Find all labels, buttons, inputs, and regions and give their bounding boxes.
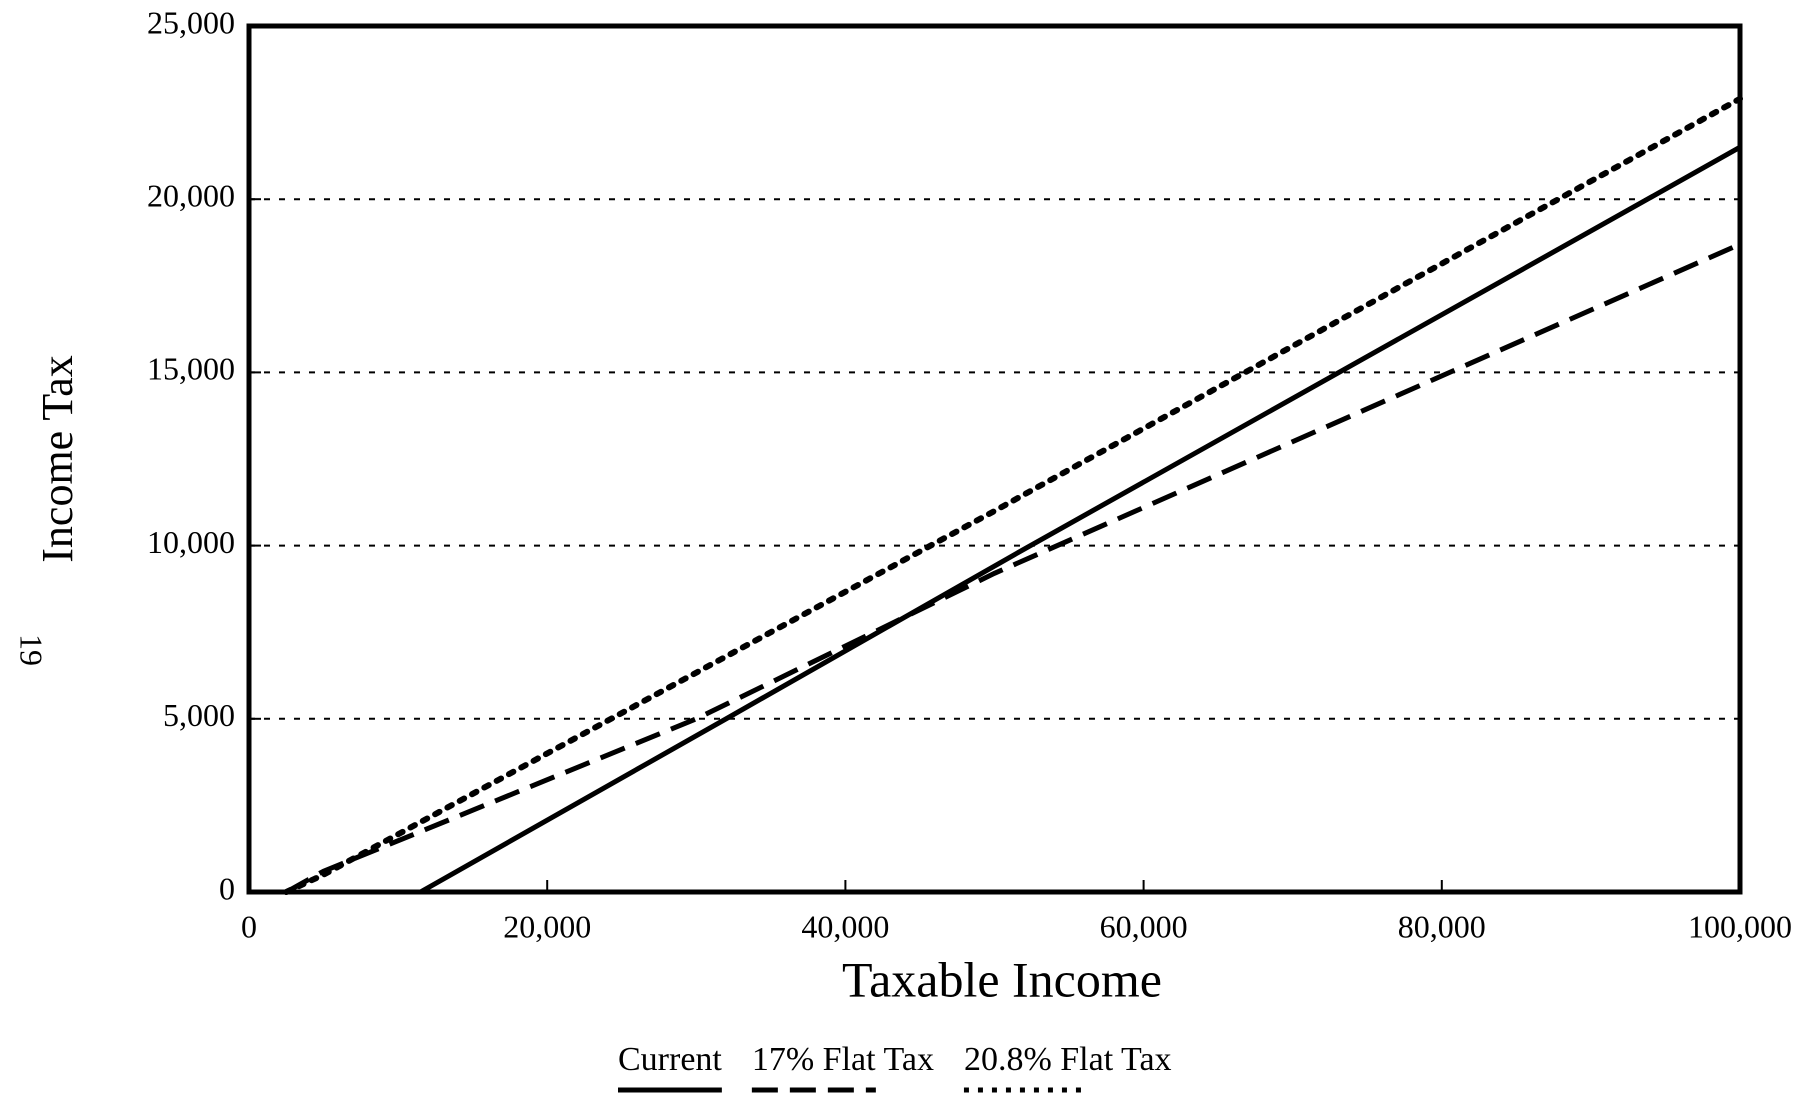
y-tick-label: 5,000 <box>163 697 235 733</box>
legend-label: 20.8% Flat Tax <box>964 1041 1172 1078</box>
x-tick-label: 80,000 <box>1398 908 1486 944</box>
y-tick-label: 15,000 <box>147 351 235 387</box>
y-tick-label: 25,000 <box>147 4 235 40</box>
x-tick-label: 0 <box>241 908 257 944</box>
y-tick-label: 20,000 <box>147 178 235 214</box>
x-axis-label: Taxable Income <box>842 951 1162 1007</box>
series-line <box>283 95 1743 895</box>
x-tick-label: 20,000 <box>503 908 591 944</box>
x-tick-label: 60,000 <box>1100 908 1188 944</box>
series-line <box>285 241 1742 895</box>
legend-label: 17% Flat Tax <box>752 1041 934 1078</box>
page-number: 19 <box>14 634 50 666</box>
y-axis-label: Income Tax <box>33 355 82 562</box>
x-tick-label: 40,000 <box>801 908 889 944</box>
y-tick-label: 0 <box>219 870 235 906</box>
plot-frame <box>246 23 1743 895</box>
x-tick-label: 100,000 <box>1688 908 1792 944</box>
legend-label: Current <box>618 1041 722 1078</box>
y-tick-label: 10,000 <box>147 524 235 560</box>
series-line <box>249 145 1742 895</box>
